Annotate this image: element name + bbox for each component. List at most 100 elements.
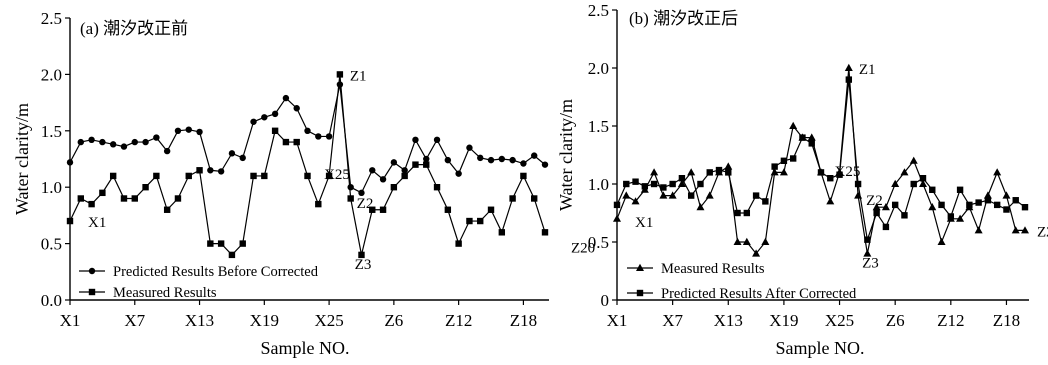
x-axis-label: Sample NO.: [261, 338, 350, 358]
data-point: [477, 217, 484, 225]
data-point: [88, 200, 95, 208]
data-point: [864, 236, 871, 243]
data-point: [956, 186, 964, 193]
x-tick-label: Z6: [886, 311, 905, 330]
point-annotation: X1: [88, 215, 106, 231]
data-point: [771, 163, 778, 170]
data-point: [261, 172, 268, 180]
data-point: [854, 180, 862, 188]
data-point: [1011, 226, 1020, 234]
x-axis-label: Sample NO.: [776, 338, 865, 358]
data-point: [99, 138, 106, 146]
point-annotation: Z2: [357, 196, 374, 212]
data-point: [120, 143, 128, 150]
panel-title: (b) 潮汐改正后: [629, 9, 738, 28]
data-point: [293, 105, 300, 112]
data-point: [641, 183, 649, 190]
legend: Measured Results Predicted Results After …: [627, 261, 857, 302]
data-point: [390, 184, 398, 191]
x-tick-label: X25: [825, 311, 854, 330]
data-point: [509, 156, 516, 164]
data-point: [1003, 206, 1010, 213]
x-tick-label: Z6: [384, 311, 403, 330]
data-point: [131, 138, 138, 146]
data-point: [174, 127, 182, 134]
panel-a: 0.0 0.5 1.0 1.5 2.0 2.5 X1 X7 X13 X19 X25 Z6 Z12 Z18 W…: [12, 9, 595, 358]
legend-label: Measured Results: [113, 285, 217, 301]
x-tick-label: X1: [607, 311, 628, 330]
data-point: [185, 172, 192, 180]
data-point: [733, 237, 742, 245]
data-point: [650, 180, 658, 188]
data-point: [836, 171, 843, 178]
x-tick-label: X7: [662, 311, 683, 330]
data-point: [455, 240, 462, 247]
data-point: [827, 175, 834, 182]
data-point: [196, 128, 203, 136]
data-point: [412, 161, 419, 168]
point-annotation: Z3: [355, 257, 372, 273]
data-point: [882, 223, 890, 231]
series-0: [613, 63, 1029, 257]
data-point: [966, 201, 973, 209]
data-point: [271, 127, 279, 134]
legend-marker: [88, 288, 96, 296]
data-point: [509, 195, 516, 202]
data-point: [131, 195, 138, 202]
data-point: [1021, 204, 1029, 211]
data-point: [705, 191, 714, 199]
data-point: [678, 175, 686, 182]
data-point: [613, 201, 621, 209]
data-point: [872, 203, 881, 211]
data-point: [185, 126, 192, 133]
data-point: [659, 191, 668, 199]
data-point: [632, 178, 639, 185]
y-tick-label: 2.5: [588, 1, 609, 20]
data-point: [937, 237, 946, 245]
x-tick-label: Z12: [937, 311, 964, 330]
data-point: [336, 71, 344, 78]
point-annotation: X25: [324, 167, 350, 183]
data-point: [325, 172, 333, 180]
data-point: [250, 172, 257, 180]
data-point: [1012, 197, 1019, 204]
legend-label: Measured Results: [661, 261, 765, 277]
data-point: [613, 214, 621, 222]
data-point: [120, 195, 128, 202]
data-point: [390, 159, 398, 166]
data-point: [423, 161, 430, 168]
legend: Predicted Results Before Corrected Measur…: [79, 264, 319, 301]
point-annotation: Z20: [571, 240, 595, 256]
data-point: [271, 110, 279, 118]
data-point: [498, 155, 506, 163]
x-tick-label: X13: [185, 311, 214, 330]
data-point: [845, 76, 853, 83]
data-point: [623, 180, 630, 188]
data-point: [336, 81, 344, 88]
data-point: [196, 167, 203, 174]
data-point: [174, 195, 182, 202]
data-point: [631, 197, 640, 205]
legend-label: Predicted Results After Corrected: [661, 286, 857, 302]
data-point: [891, 179, 900, 187]
data-point: [993, 201, 1001, 209]
point-annotation: Z1: [350, 68, 367, 84]
point-annotation: X25: [835, 164, 861, 180]
data-point: [315, 133, 322, 140]
data-point: [109, 172, 117, 180]
y-tick-label: 1.0: [588, 175, 609, 194]
panel-b: 0 0.5 1.0 1.5 2.0 2.5 X1 X7 X13 X19 X25 Z6 Z12 Z18 Wat…: [556, 1, 1048, 358]
data-point: [1021, 226, 1029, 234]
panel-title: (a) 潮汐改正前: [80, 19, 188, 38]
data-point: [919, 179, 927, 187]
data-point: [817, 169, 825, 176]
data-point: [669, 180, 676, 188]
data-point: [498, 229, 506, 236]
data-point: [909, 156, 918, 164]
data-point: [938, 201, 945, 209]
data-point: [947, 213, 955, 220]
data-point: [358, 251, 365, 259]
data-point: [650, 168, 659, 176]
data-point: [1002, 191, 1011, 199]
